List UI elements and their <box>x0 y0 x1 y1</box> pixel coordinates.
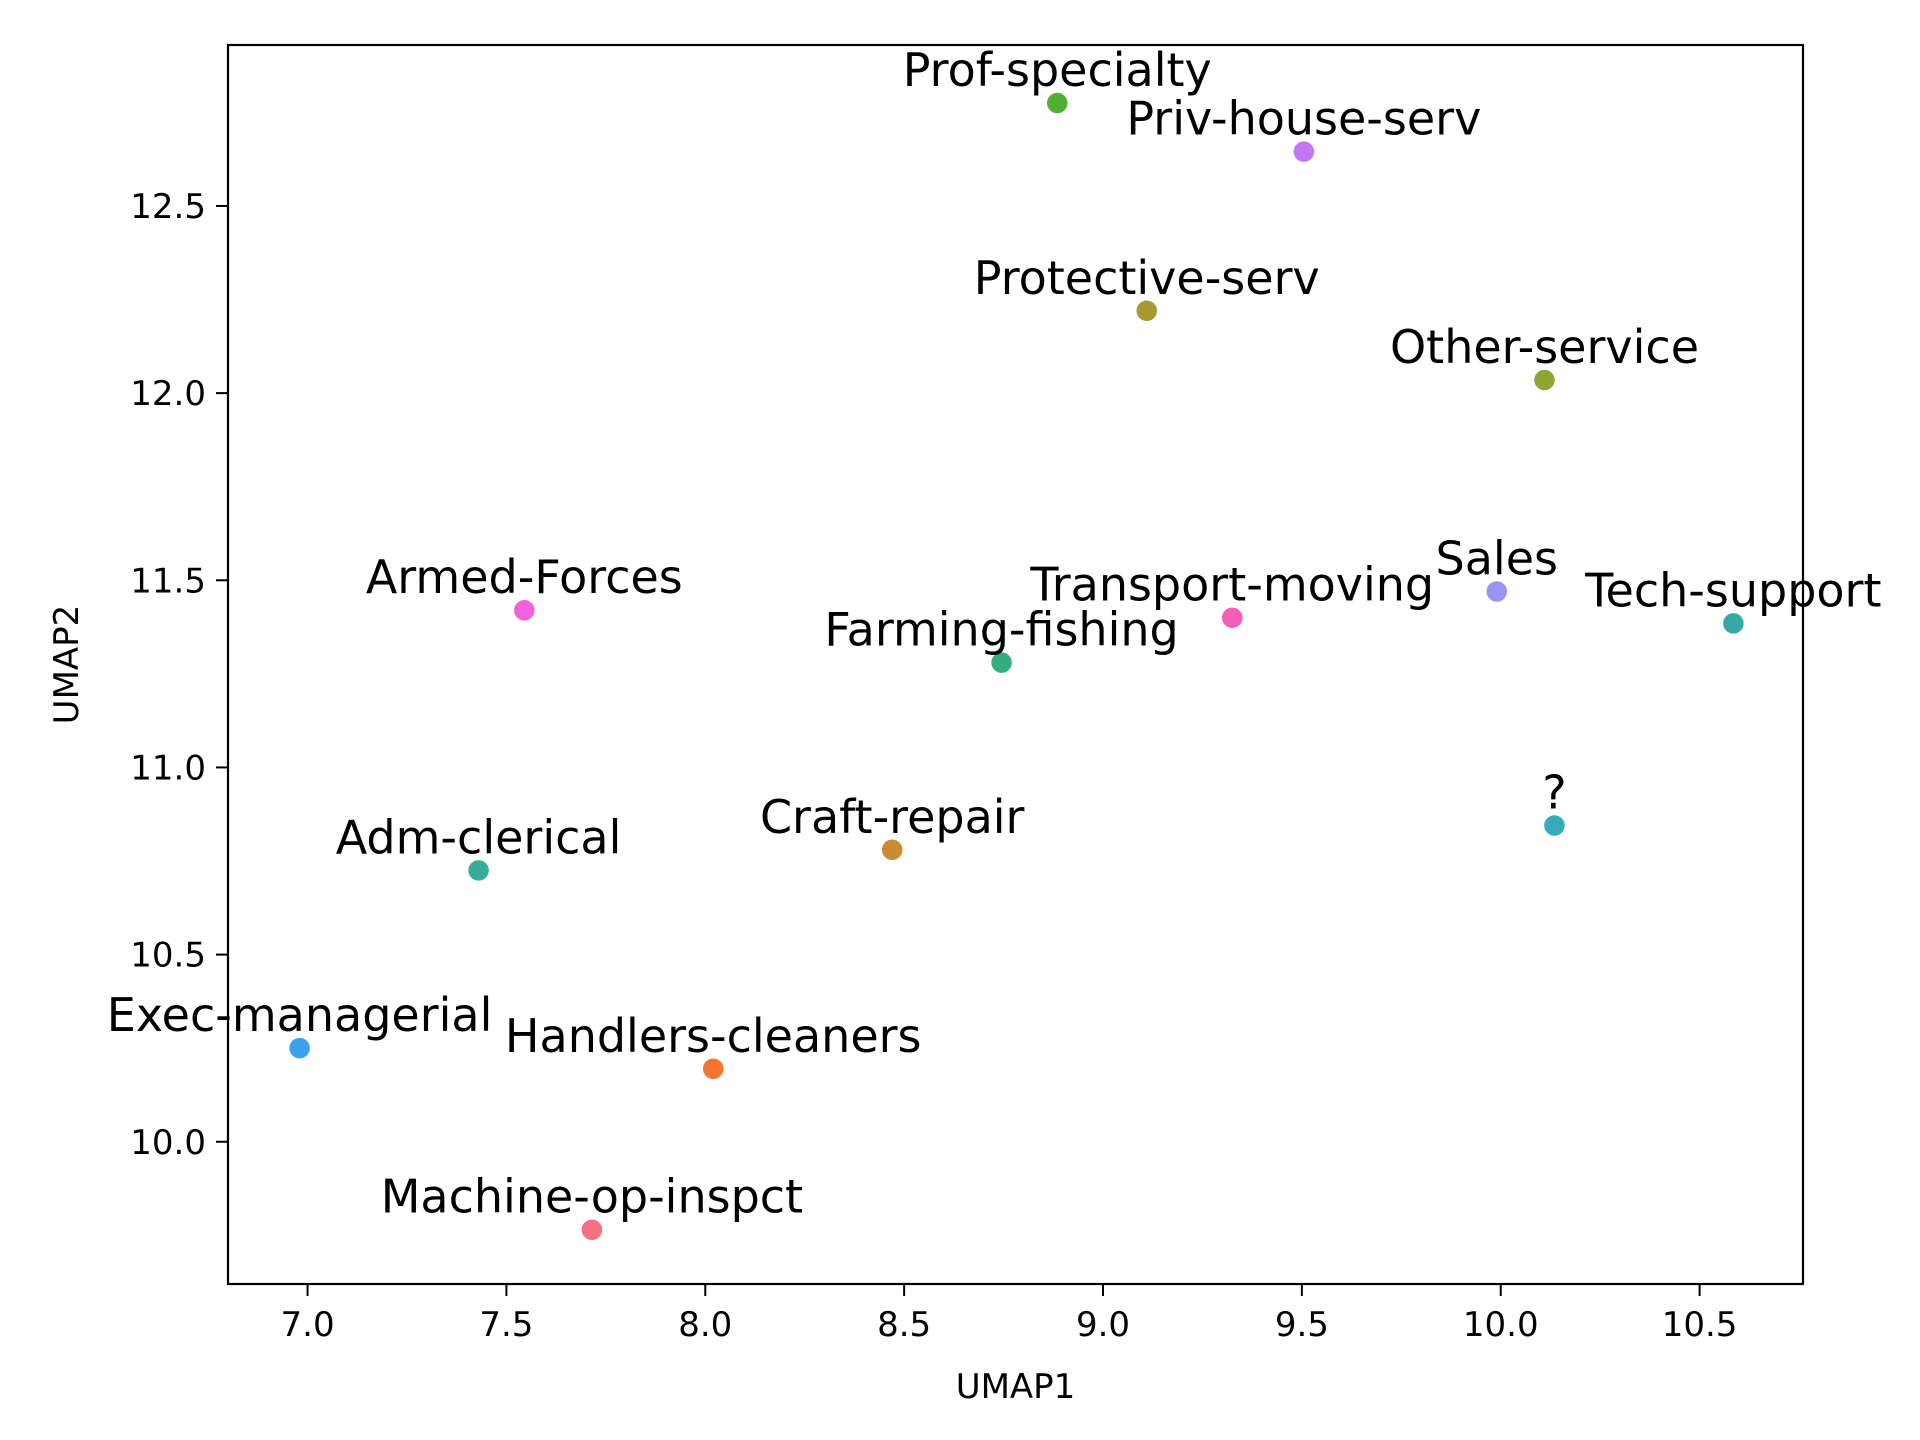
scatter-point <box>880 838 904 862</box>
x-tick-label: 8.0 <box>678 1305 732 1345</box>
x-tick-label: 9.0 <box>1076 1305 1130 1345</box>
point-label: Farming-fishing <box>824 603 1178 657</box>
y-tick-label: 12.0 <box>130 374 206 414</box>
scatter-point <box>1485 579 1509 604</box>
point-label: Adm-clerical <box>336 810 622 864</box>
scatter-point <box>466 858 491 883</box>
y-tick-label: 10.5 <box>130 936 206 976</box>
point-label: Prof-specialty <box>903 43 1212 97</box>
scatter-point <box>989 650 1014 675</box>
point-label: Other-service <box>1390 320 1699 374</box>
scatter-point <box>701 1057 725 1081</box>
scatter-point <box>287 1036 312 1060</box>
point-label: Transport-moving <box>1029 558 1434 612</box>
x-tick-label: 10.0 <box>1463 1305 1539 1345</box>
x-tick-label: 9.5 <box>1275 1305 1329 1345</box>
x-axis-label: UMAP1 <box>956 1367 1076 1407</box>
point-label: Sales <box>1436 532 1558 586</box>
y-tick-label: 10.0 <box>130 1123 206 1163</box>
axes-layer: 7.0 7.5 8.0 8.5 9.0 9.5 10.0 10.5 10.0 10.5 11.0 11… <box>130 43 1805 1345</box>
point-label: Tech-support <box>1584 563 1881 617</box>
y-axis-label: UMAP2 <box>47 605 87 725</box>
scatter-point <box>1532 368 1557 392</box>
point-label: Protective-serv <box>974 251 1320 305</box>
point-label: Exec-managerial <box>107 988 493 1042</box>
plot-frame <box>226 43 1805 1286</box>
y-tick-label: 12.5 <box>130 187 206 227</box>
scatter-point <box>1542 813 1567 838</box>
scatter-point <box>1721 611 1746 636</box>
y-tick-label: 11.0 <box>130 748 206 788</box>
point-label: Priv-house-serv <box>1126 92 1481 146</box>
x-tick-label: 10.5 <box>1662 1305 1738 1345</box>
point-label: Handlers-cleaners <box>505 1009 922 1063</box>
scatter-point <box>580 1217 604 1242</box>
scatter-point <box>1045 91 1070 115</box>
scatter-point <box>1220 605 1245 630</box>
scatter-point <box>1292 139 1316 164</box>
scatter-point <box>1135 299 1159 323</box>
point-label: Craft-repair <box>760 790 1025 844</box>
x-tick-label: 8.5 <box>877 1305 931 1345</box>
marks-layer <box>287 91 1746 1242</box>
point-label: Armed-Forces <box>366 550 683 604</box>
x-tick-label: 7.5 <box>479 1305 533 1345</box>
x-tick-label: 7.0 <box>281 1305 335 1345</box>
scatter-point <box>512 598 537 622</box>
point-label: Machine-op-inspct <box>381 1170 803 1224</box>
point-label: ? <box>1542 765 1566 819</box>
y-tick-label: 11.5 <box>130 561 206 601</box>
